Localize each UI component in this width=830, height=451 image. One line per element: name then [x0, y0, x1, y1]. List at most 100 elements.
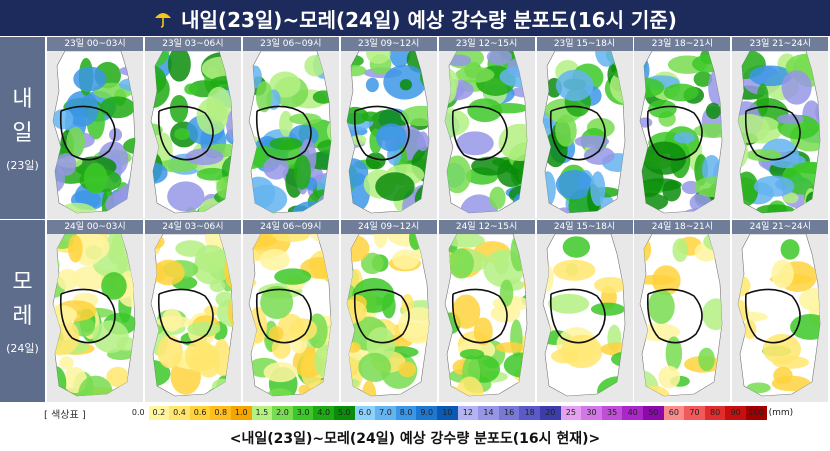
- rain-blob: [391, 249, 420, 270]
- rain-blob: [706, 102, 722, 120]
- rain-blob: [73, 66, 107, 92]
- panel-label: 24일 21~24시: [732, 220, 829, 234]
- legend-swatch: 6.0: [354, 406, 376, 420]
- legend-swatch: 90: [725, 406, 746, 420]
- umbrella-icon: [155, 13, 172, 28]
- row-label-char: 일: [12, 121, 33, 146]
- province-border: [157, 288, 214, 344]
- rain-blob: [357, 352, 391, 382]
- rain-blob: [118, 77, 135, 92]
- panel-label: 23일 12~15시: [438, 37, 535, 51]
- panel-label: 24일 00~03시: [47, 220, 143, 234]
- rain-blob: [398, 361, 416, 378]
- panel-label: 23일 06~09시: [242, 37, 339, 51]
- legend-unit: (mm): [768, 408, 794, 418]
- map-panel: 23일 06~09시: [242, 37, 339, 219]
- rain-blob: [123, 137, 135, 155]
- rain-blob: [550, 349, 578, 364]
- legend: [ 색상표 ] (mm) 0.0 0.2 0.4 0.6 0.8 1.0 1.5 2.0 3.0…: [0, 404, 830, 422]
- rain-blob: [152, 259, 185, 286]
- rain-blob: [78, 375, 113, 396]
- rain-blob: [167, 51, 191, 82]
- rain-map: [47, 234, 143, 402]
- province-border: [59, 105, 116, 161]
- rain-blob: [562, 236, 590, 258]
- rain-blob: [67, 234, 83, 263]
- panel-label: 24일 06~09시: [242, 220, 339, 234]
- rain-blob: [150, 64, 167, 96]
- rain-blob: [215, 291, 233, 307]
- rain-blob: [554, 114, 577, 147]
- rain-blob: [702, 298, 723, 331]
- legend-swatch: 4.0: [313, 406, 334, 420]
- panel-label: 24일 18~21시: [634, 220, 731, 234]
- legend-swatch: 2.0: [272, 406, 293, 420]
- rain-blob: [402, 323, 429, 337]
- rain-blob: [399, 79, 412, 91]
- rain-blob: [374, 172, 415, 201]
- legend-swatch: 70: [684, 406, 705, 420]
- legend-swatch: 18: [519, 406, 540, 420]
- rain-blob: [263, 156, 289, 180]
- legend-swatch: 1.0: [231, 406, 252, 420]
- rain-blob: [293, 154, 311, 190]
- rain-blob: [470, 156, 510, 176]
- rain-blob: [777, 113, 804, 125]
- rain-blob: [693, 71, 713, 87]
- rain-blob: [459, 349, 484, 360]
- rain-blob: [648, 99, 678, 118]
- rain-blob: [269, 137, 303, 151]
- row-label-date: (24일): [6, 342, 39, 355]
- rain-blob: [590, 302, 625, 316]
- row-label: 모 레 (24일): [0, 220, 45, 402]
- rain-blob: [610, 351, 625, 368]
- rain-blob: [101, 272, 127, 300]
- rain-blob: [473, 317, 493, 346]
- rain-blob: [53, 304, 77, 325]
- rain-blob: [365, 152, 386, 170]
- rain-blob: [56, 152, 77, 176]
- rain-blob: [640, 323, 681, 342]
- legend-swatch: 0.6: [189, 406, 211, 420]
- legend-swatch: 0.2: [148, 406, 170, 420]
- rain-blob: [156, 315, 192, 329]
- rain-blob: [674, 132, 696, 144]
- rain-blob: [698, 347, 716, 372]
- rain-map: [144, 234, 241, 402]
- rain-blob: [346, 158, 368, 188]
- province-border: [451, 288, 508, 344]
- map-panel: 23일 18~21시: [634, 37, 731, 219]
- rain-blob: [738, 273, 751, 298]
- rain-blob: [361, 380, 377, 396]
- rain-blob: [174, 128, 190, 140]
- rain-map: [340, 234, 437, 402]
- rain-blob: [150, 359, 171, 388]
- rain-blob: [365, 77, 379, 93]
- panel-label: 24일 15~18시: [536, 220, 633, 234]
- rain-blob: [444, 108, 469, 137]
- rain-blob: [185, 148, 224, 166]
- legend-swatch: 50: [643, 406, 664, 420]
- rain-blob: [167, 181, 205, 212]
- rain-blob: [640, 192, 669, 212]
- rain-blob: [360, 252, 384, 275]
- map-panel: 24일 09~12시: [340, 220, 437, 402]
- rain-blob: [454, 66, 495, 83]
- rain-blob: [444, 155, 472, 194]
- rain-blob: [264, 388, 295, 396]
- rain-blob: [99, 96, 135, 119]
- province-border: [353, 105, 410, 161]
- legend-swatch: 9.0: [416, 406, 437, 420]
- rain-blob: [187, 321, 221, 337]
- rain-blob: [272, 234, 310, 242]
- row-label: 내 일 (23일): [0, 37, 45, 219]
- province-border: [647, 288, 704, 344]
- rain-blob: [57, 268, 79, 291]
- rain-blob: [150, 122, 163, 137]
- rain-blob: [498, 123, 527, 162]
- rain-blob: [555, 69, 594, 102]
- rain-blob: [781, 70, 813, 105]
- map-panel: 24일 15~18시: [536, 220, 633, 402]
- legend-swatch: 60: [663, 406, 685, 420]
- province-border: [255, 288, 312, 344]
